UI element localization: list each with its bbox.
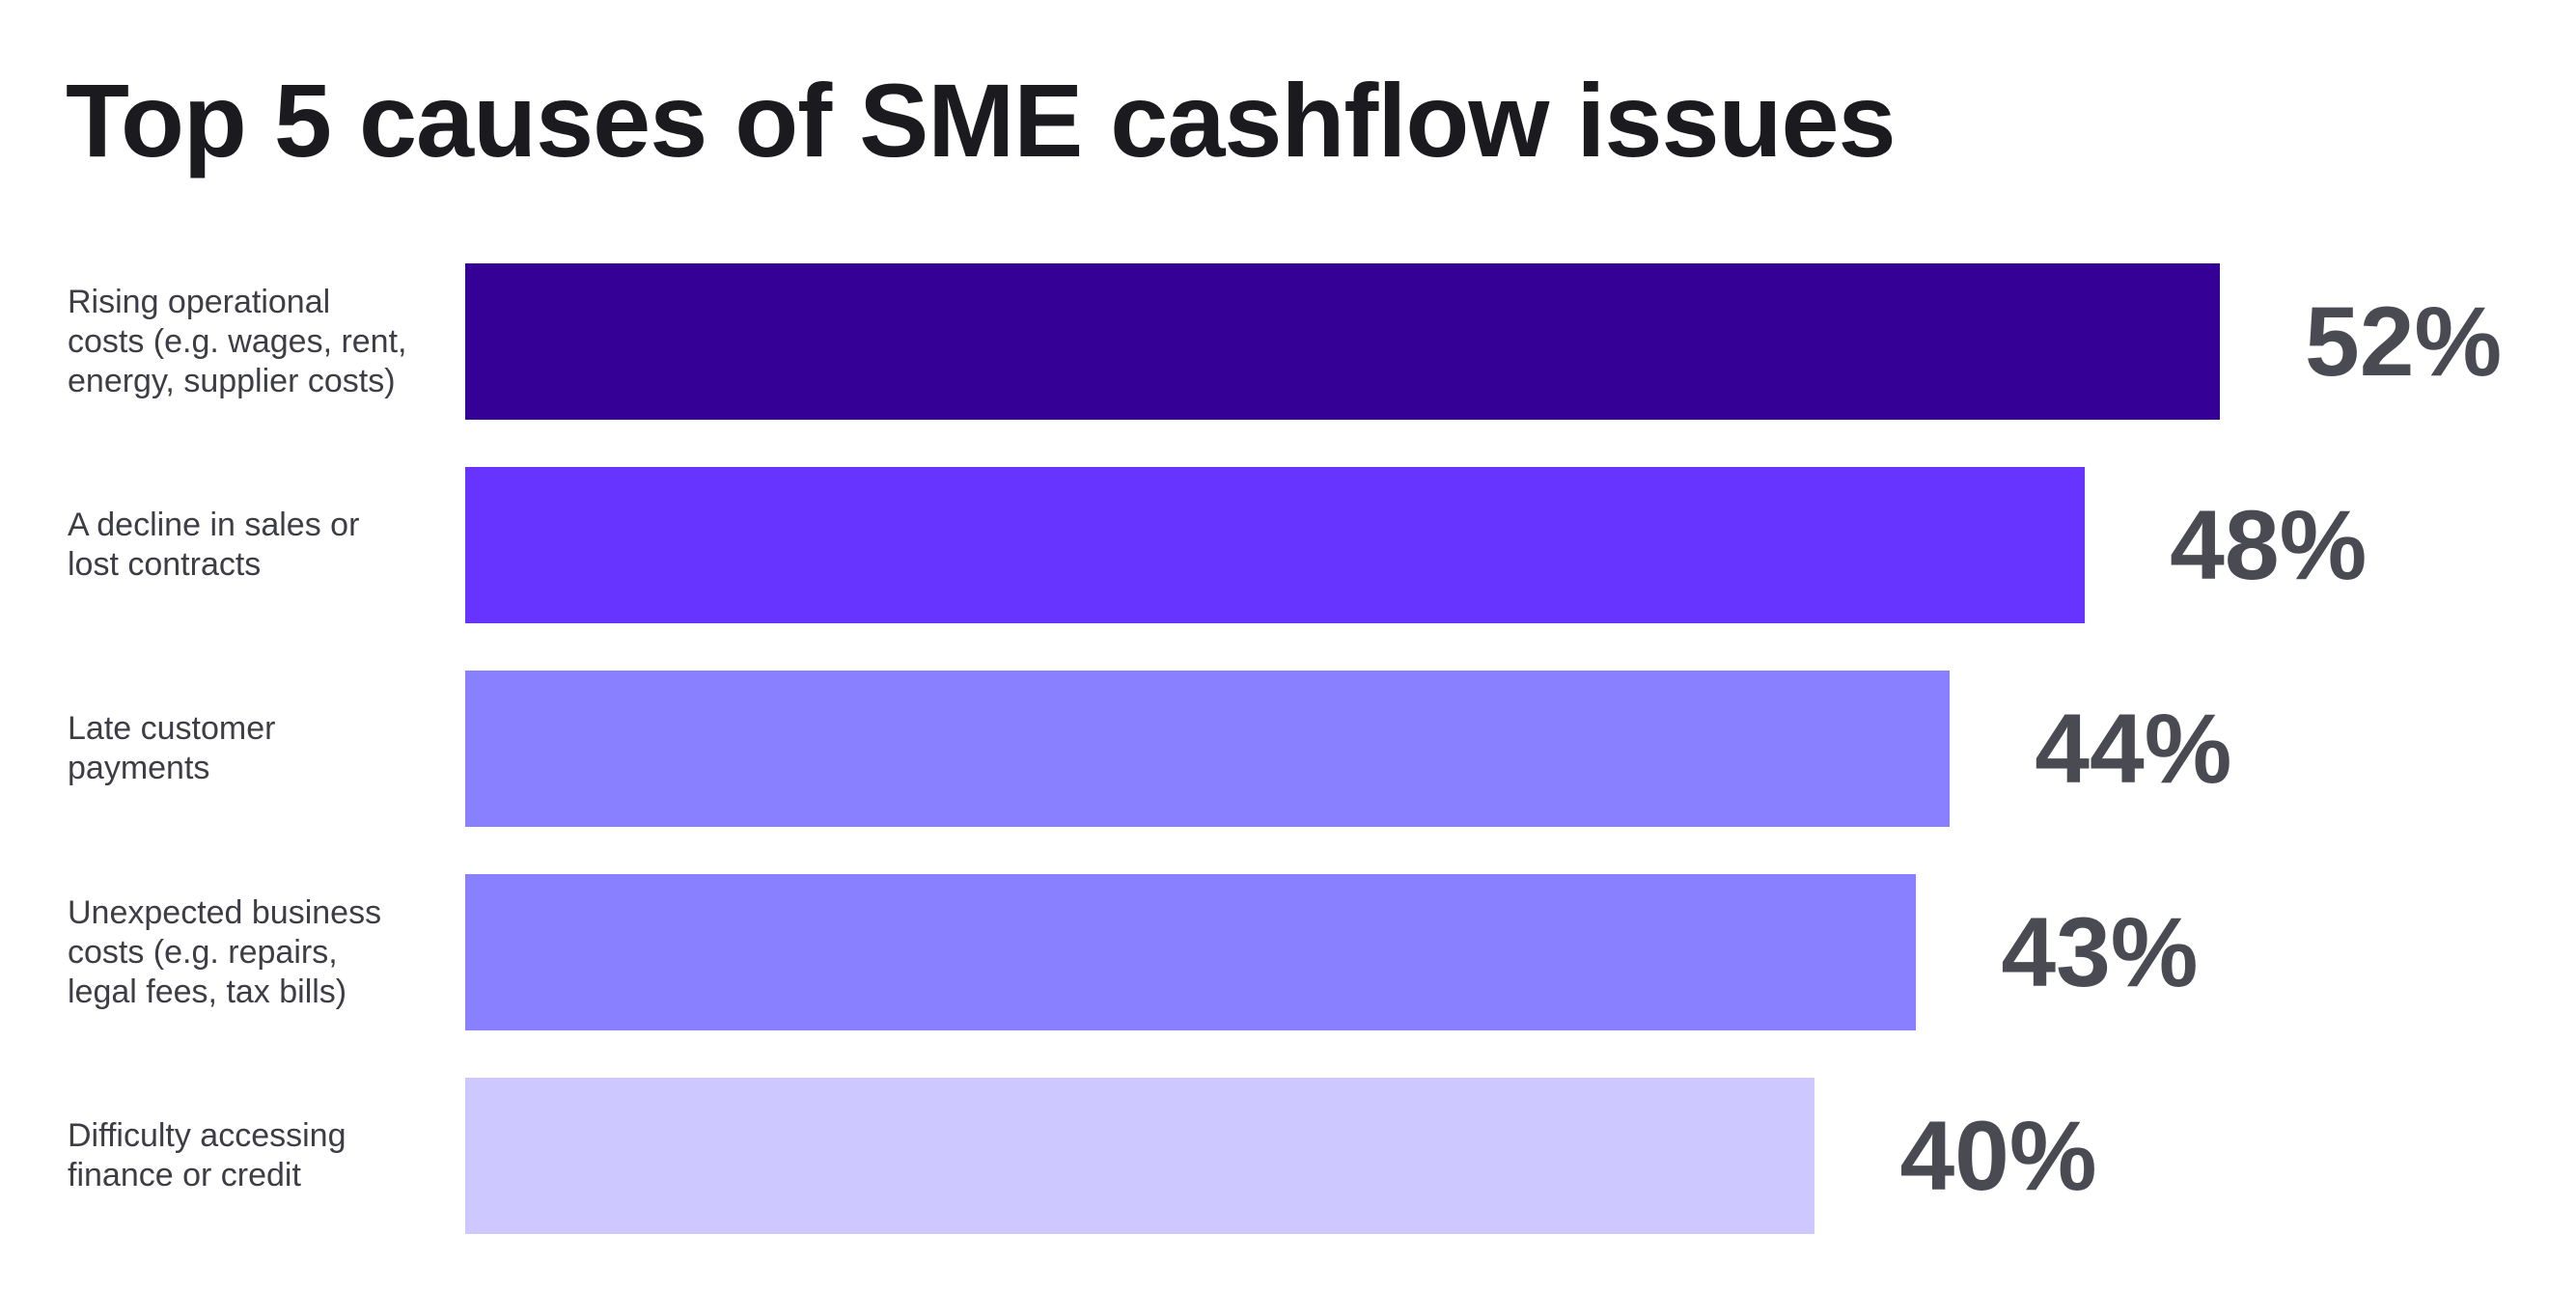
bar: [465, 874, 1917, 1030]
value-label: 44%: [2035, 694, 2232, 804]
category-label: A decline in sales or lost contracts: [68, 507, 360, 583]
category-label: Difficulty accessing finance or credit: [68, 1117, 346, 1193]
category-label: Unexpected business costs (e.g. repairs,…: [68, 893, 382, 1010]
value-label: 40%: [1899, 1101, 2097, 1211]
category-label: Rising operational costs (e.g. wages, re…: [68, 283, 407, 399]
value-label: 43%: [2001, 897, 2199, 1007]
chart-title: Top 5 causes of SME cashflow issues: [66, 62, 1897, 178]
bar: [465, 1078, 1815, 1234]
bar: [465, 671, 1951, 827]
category-label: Late customer payments: [68, 710, 276, 786]
bar: [465, 467, 2086, 623]
bar: [465, 263, 2220, 420]
value-label: 52%: [2305, 287, 2503, 397]
value-label: 48%: [2170, 490, 2368, 600]
